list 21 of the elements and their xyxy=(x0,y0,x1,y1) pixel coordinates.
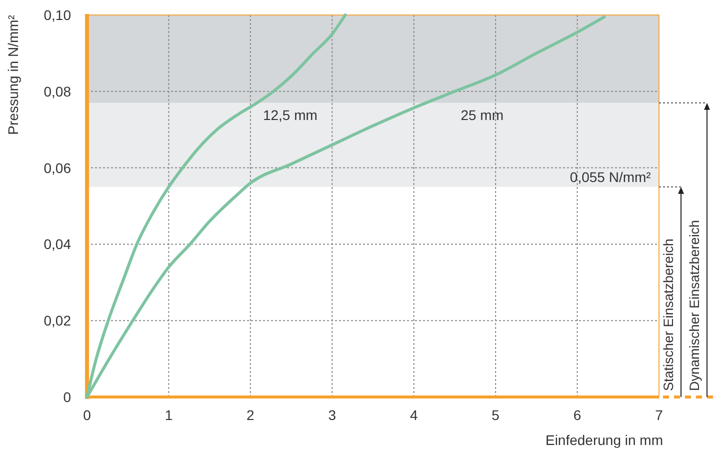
y-axis-title: Pressung in N/mm² xyxy=(5,14,21,135)
x-tick-label: 1 xyxy=(164,407,173,423)
text: Statischer Einsatzbereich xyxy=(661,238,676,391)
x-tick-label: 0 xyxy=(83,407,92,423)
x-tick-label: 5 xyxy=(492,407,500,423)
x-tick-label: 2 xyxy=(246,407,255,423)
x-axis-title: Einfederung in mm xyxy=(545,432,663,448)
x-tick-label: 4 xyxy=(410,407,418,423)
series-label: 25 mm xyxy=(460,106,504,123)
y-tick-label: 0,04 xyxy=(44,236,72,252)
text: Dynamischer Einsatzbereich xyxy=(687,220,702,391)
series-label: 12,5 mm xyxy=(262,106,318,123)
y-tick-label: 0,02 xyxy=(44,312,72,329)
x-tick-label: 7 xyxy=(655,407,664,423)
y-tick-label: 0,10 xyxy=(44,7,72,23)
y-tick-label: 0,06 xyxy=(44,160,72,176)
y-tick-label: 0,08 xyxy=(44,83,72,100)
annotation: 0,055 N/mm² xyxy=(570,168,652,185)
x-tick-label: 3 xyxy=(328,407,336,423)
x-tick-label: 6 xyxy=(573,407,582,423)
y-tick-label: 0 xyxy=(63,389,72,405)
